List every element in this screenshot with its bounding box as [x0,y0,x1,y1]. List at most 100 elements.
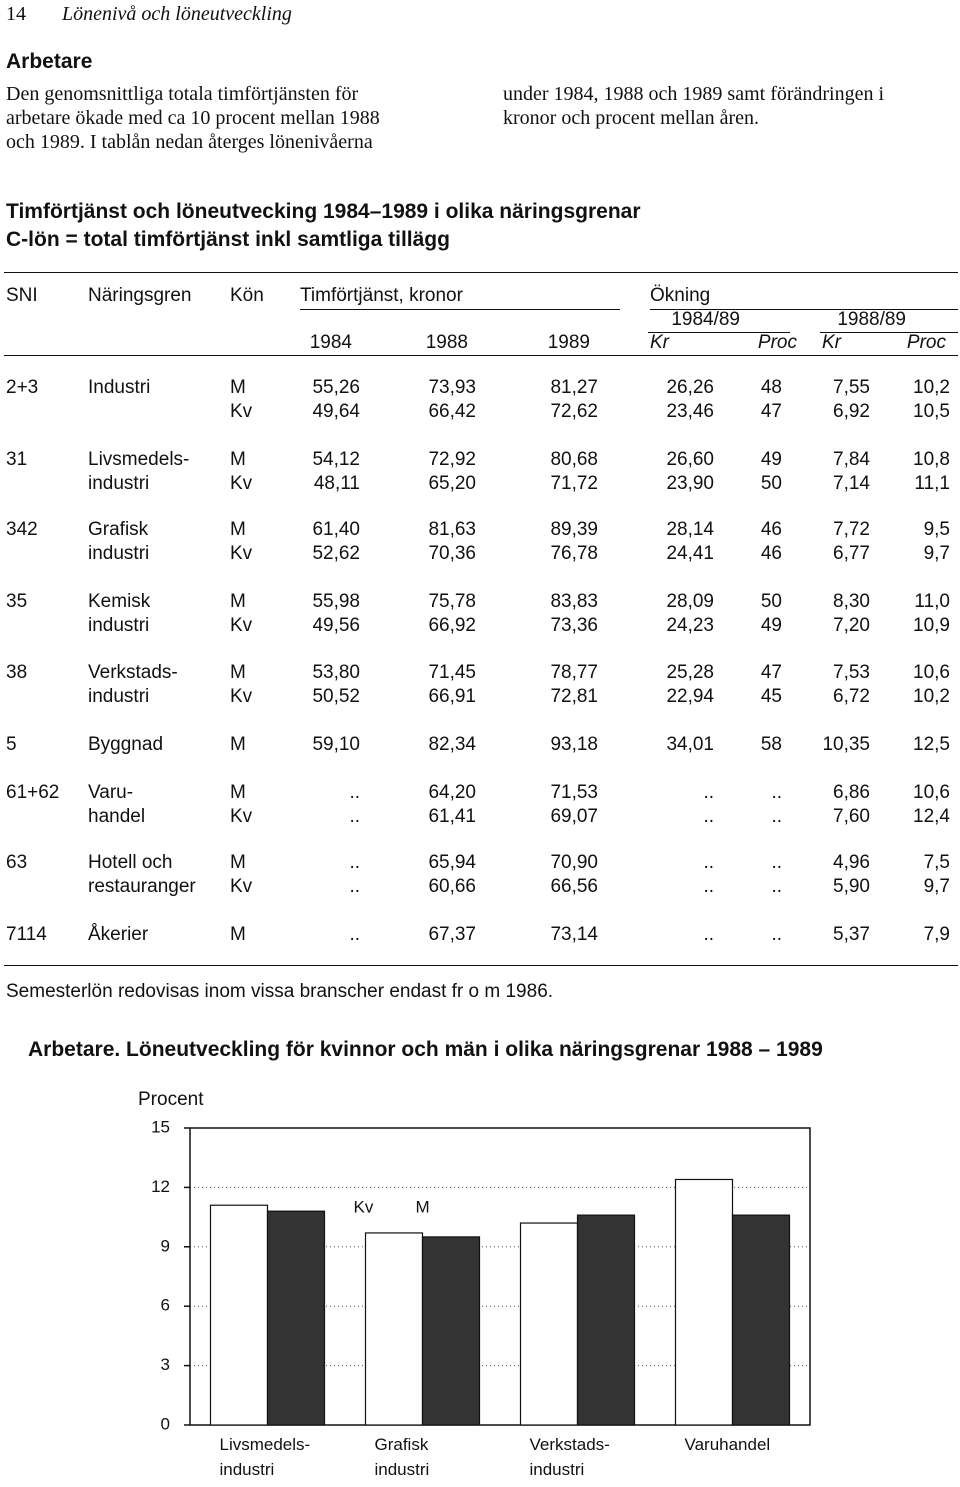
table-cell: 7,55 [833,377,870,398]
table-cell: .. [703,852,714,873]
table-cell: industri [88,615,150,636]
table-cell: 49,64 [312,401,360,422]
bar [364,1232,424,1426]
table-cell: .. [349,806,360,827]
table-cell: 65,20 [428,473,476,494]
y-tick-label: 12 [151,1177,170,1196]
legend-label: M [416,1197,430,1216]
table-cell: 342 [6,519,38,540]
column-header: Proc [757,332,797,353]
page-number: 14 [6,3,26,25]
table-cell: 72,62 [550,401,598,422]
text-line: arbetare ökade med ca 10 procent mellan … [6,107,380,129]
bar [576,1214,636,1426]
table-cell: 71,72 [550,473,598,494]
table-cell: 26,60 [666,449,714,470]
table-cell: Kv [230,615,253,636]
table-cell: Kv [230,543,253,564]
table-cell: M [230,852,246,873]
table-cell: 61+62 [6,782,60,803]
table-cell: M [230,782,246,803]
column-header: Näringsgren [88,285,192,306]
bar [731,1214,791,1426]
table-cell: 69,07 [550,806,598,827]
bar [421,1236,481,1426]
table-cell: 70,90 [550,852,598,873]
table-cell: M [230,449,246,470]
table-cell: 50 [760,591,782,612]
table-cell: 7,53 [833,662,870,683]
table-cell: 11,0 [914,591,950,612]
table-cell: 47 [760,401,782,422]
table-cell: 6,86 [833,782,870,803]
table-cell: 22,94 [666,686,714,707]
table-cell: 5,90 [833,876,870,897]
table-cell: .. [349,876,360,897]
table-cell: 28,14 [666,519,714,540]
table-cell: 47 [760,662,782,683]
table-cell: 66,42 [428,401,476,422]
text-line: Timförtjänst och löneutvecking 1984–1989… [6,200,641,223]
text-line: C-lön = total timförtjänst inkl samtliga… [6,228,450,251]
legend-label: Kv [354,1197,374,1216]
y-axis-label: Procent [138,1089,204,1110]
table-note: Semesterlön redovisas inom vissa bransch… [6,981,554,1002]
table-cell: 5 [6,734,17,755]
table-cell: .. [771,782,782,803]
table-cell: 31 [6,449,28,470]
column-header: Kön [230,285,264,306]
table-cell: 72,81 [550,686,598,707]
table-cell: .. [703,806,714,827]
table-cell: .. [771,876,782,897]
table-cell: .. [703,876,714,897]
table-cell: 38 [6,662,28,683]
table-cell: 71,53 [550,782,598,803]
table-cell: 7,5 [923,852,950,873]
running-title: Lönenivå och löneutveckling [62,3,292,25]
table-cell: Kv [230,473,253,494]
table-cell: 61,40 [312,519,360,540]
table-cell: 24,41 [666,543,714,564]
table-cell: 10,2 [913,377,950,398]
table-cell: 81,63 [428,519,476,540]
table-cell: 82,34 [428,734,476,755]
y-tick-label: 9 [161,1236,170,1255]
table-cell: 71,45 [428,662,476,683]
table-cell: industri [88,473,150,494]
y-tick-label: 6 [161,1296,170,1315]
table-cell: 11,1 [914,473,950,494]
table-cell: 81,27 [550,377,598,398]
table-cell: 2+3 [6,377,39,398]
table-cell: 7,20 [833,615,870,636]
chart-title: Arbetare. Löneutveckling för kvinnor och… [28,1038,823,1061]
y-tick-label: 0 [161,1414,170,1433]
table-cell: 73,36 [550,615,598,636]
table-cell: 93,18 [550,734,598,755]
table-cell: 61,41 [428,806,476,827]
table-cell: .. [771,852,782,873]
table-cell: 7114 [6,924,47,945]
bar [266,1210,326,1426]
table-cell: 65,94 [428,852,476,873]
table-cell: Kv [230,806,253,827]
table-cell: 10,6 [913,662,950,683]
x-tick-label: Grafisk industri [375,1435,430,1479]
rule [820,332,958,333]
intro-right: under 1984, 1988 och 1989 samt förändrin… [503,82,884,130]
table-cell: Kv [230,686,253,707]
text-line: kronor och procent mellan åren. [503,107,760,129]
table-cell: 6,72 [833,686,870,707]
intro-left: Den genomsnittliga totala timförtjänsten… [6,82,380,154]
table-cell: 66,56 [550,876,598,897]
table-cell: industri [88,686,150,707]
table-cell: 26,26 [666,377,714,398]
table-cell: 58 [760,734,782,755]
table-cell: Kv [230,876,253,897]
table-cell: Livsmedels- [88,449,190,470]
table-cell: 50,52 [312,686,360,707]
table-cell: 49 [760,449,782,470]
table-cell: 66,92 [428,615,476,636]
y-tick-label: 15 [151,1117,170,1136]
table-cell: Verkstads- [88,662,178,683]
column-header: SNI [6,285,38,306]
